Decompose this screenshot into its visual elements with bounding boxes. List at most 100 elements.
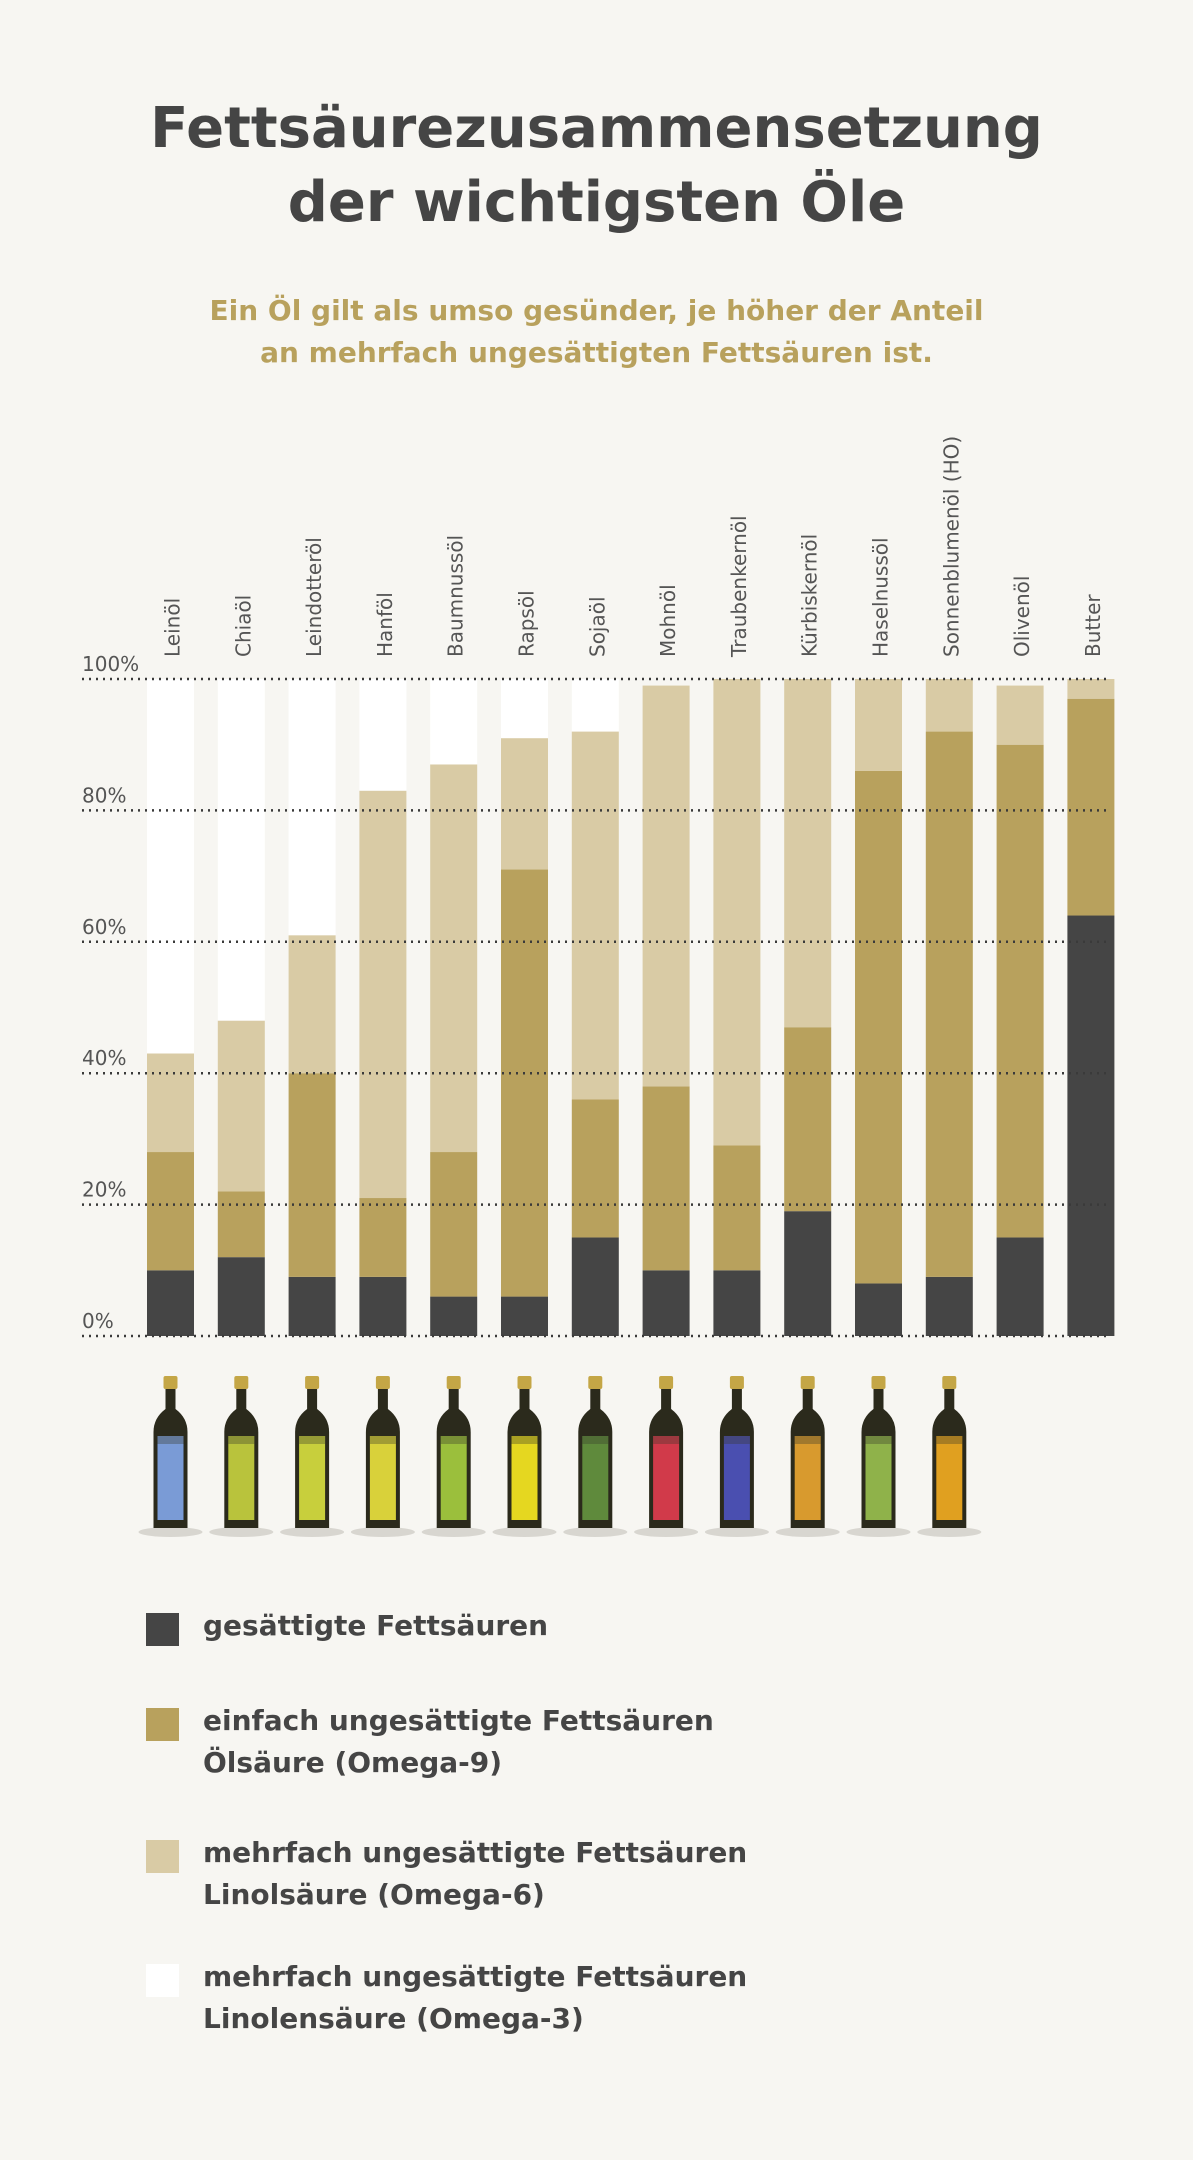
oil-bottle-icon	[350, 1376, 415, 1537]
legend-label-line-1: mehrfach ungesättigte Fettsäuren	[203, 1960, 748, 1993]
category-label: Olivenöl	[1010, 576, 1034, 657]
bar-segment-omega9	[996, 744, 1044, 1238]
title-line-1: Fettsäurezusammensetzung	[150, 96, 1043, 161]
bar-segment-omega3	[501, 679, 548, 739]
bar-segment-saturated	[925, 1276, 973, 1336]
title-line-2: der wichtigsten Öle	[287, 170, 906, 235]
category-labels: Leinöl Chiaöl Leindotteröl Hanföl Baumnussöl…	[161, 436, 1105, 658]
bar-segment-saturated	[996, 1237, 1044, 1336]
oil-bottle-icon	[775, 1376, 840, 1537]
bar-segment-saturated	[1067, 915, 1115, 1336]
bar-segment-omega6	[288, 935, 336, 1074]
chart-title: Fettsäurezusammensetzung der wichtigsten…	[0, 92, 1193, 240]
bars-layer	[147, 679, 1115, 1336]
bar-segment-saturated	[217, 1257, 265, 1336]
bar-segment-omega3	[430, 679, 478, 765]
category-label: Sonnenblumenöl (HO)	[939, 436, 963, 657]
bar-segment-omega6	[784, 679, 832, 1028]
legend-swatch	[146, 1840, 179, 1873]
category-label: Sojaöl	[585, 596, 609, 657]
bar-segment-omega3	[288, 679, 336, 936]
y-tick-label: 80%	[82, 783, 126, 807]
y-tick-label: 20%	[82, 1178, 126, 1202]
subtitle-line-1: Ein Öl gilt als umso gesünder, je höher …	[209, 294, 984, 327]
bar-segment-omega9	[855, 770, 902, 1284]
bar-segment-omega9	[430, 1152, 478, 1297]
bar-segment-saturated	[147, 1270, 194, 1336]
category-label: Leindotteröl	[302, 537, 326, 657]
bar-segment-omega9	[147, 1152, 194, 1271]
category-label: Haselnussöl	[869, 537, 893, 657]
category-label: Hanföl	[373, 592, 397, 657]
bar-segment-saturated	[855, 1283, 902, 1336]
bar-segment-saturated	[430, 1296, 478, 1336]
legend-swatch	[146, 1613, 179, 1646]
bottles-layer	[138, 1376, 982, 1537]
oil-bottle-icon	[280, 1376, 345, 1537]
bar-segment-omega9	[359, 1198, 407, 1277]
legend-label: gesättigte Fettsäuren	[203, 1605, 803, 1647]
chart-subtitle: Ein Öl gilt als umso gesünder, je höher …	[0, 290, 1193, 374]
oil-bottle-icon	[492, 1376, 557, 1537]
bar-segment-omega6	[925, 679, 973, 732]
legend-label-line-1: einfach ungesättigte Fettsäuren	[203, 1704, 714, 1737]
subtitle-line-2: an mehrfach ungesättigten Fettsäuren ist…	[260, 336, 933, 369]
y-tick-label: 40%	[82, 1046, 126, 1070]
legend-label: mehrfach ungesättigte Fettsäuren Linolsäu…	[203, 1832, 803, 1916]
bar-segment-omega9	[288, 1073, 336, 1277]
bar-segment-omega9	[501, 869, 548, 1297]
bar-segment-omega9	[1067, 698, 1115, 916]
category-label: Baumnussöl	[444, 535, 468, 657]
bar-segment-omega6	[430, 764, 478, 1153]
legend-label-line-2: Linolsäure (Omega-6)	[203, 1878, 545, 1911]
bar-segment-saturated	[642, 1270, 690, 1336]
oil-bottle-icon	[138, 1376, 203, 1537]
stacked-bar-chart: 0% 20% 40% 60% 80% 100% Leinöl Chiaöl Leindotte…	[82, 436, 1115, 1537]
bar-segment-omega6	[996, 685, 1044, 745]
oil-bottle-icon	[563, 1376, 628, 1537]
legend-label-line-1: mehrfach ungesättigte Fettsäuren	[203, 1836, 748, 1869]
bar-segment-omega9	[925, 731, 973, 1277]
bar-segment-saturated	[501, 1296, 548, 1336]
oil-bottle-icon	[634, 1376, 699, 1537]
bar-segment-omega3	[217, 679, 265, 1021]
bar-segment-omega9	[784, 1027, 832, 1212]
y-tick-labels: 0% 20% 40% 60% 80% 100%	[82, 652, 139, 1333]
legend-swatch	[146, 1964, 179, 1997]
bar-segment-omega6	[217, 1020, 265, 1192]
bar-segment-omega9	[217, 1191, 265, 1258]
category-label: Chiaöl	[231, 595, 255, 657]
oil-bottle-icon	[209, 1376, 274, 1537]
bar-segment-omega3	[359, 679, 407, 791]
bar-segment-omega6	[642, 685, 690, 1087]
bar-segment-saturated	[713, 1270, 761, 1336]
bar-segment-omega6	[1067, 679, 1115, 699]
bar-segment-omega6	[359, 790, 407, 1199]
y-tick-label: 100%	[82, 652, 139, 676]
legend-swatch	[146, 1708, 179, 1741]
category-label: Leinöl	[161, 598, 185, 657]
y-tick-label: 0%	[82, 1309, 114, 1333]
category-label: Butter	[1081, 594, 1105, 657]
category-label: Mohnöl	[656, 584, 680, 657]
bar-segment-omega6	[501, 738, 548, 870]
bar-segment-omega6	[147, 1053, 194, 1153]
bar-segment-omega9	[642, 1086, 690, 1271]
bar-segment-omega6	[571, 731, 619, 1100]
legend-label-line-2: Ölsäure (Omega-9)	[203, 1746, 503, 1779]
category-label: Kürbiskernöl	[798, 534, 822, 657]
oil-bottle-icon	[846, 1376, 911, 1537]
category-label: Traubenkernöl	[727, 515, 751, 658]
bar-segment-omega6	[855, 679, 902, 771]
bar-segment-saturated	[571, 1237, 619, 1336]
bar-segment-saturated	[359, 1276, 407, 1336]
bar-segment-saturated	[288, 1276, 336, 1336]
legend-label-line-2: Linolensäure (Omega-3)	[203, 2002, 584, 2035]
oil-bottle-icon	[704, 1376, 769, 1537]
bar-segment-omega3	[571, 679, 619, 732]
legend-label: mehrfach ungesättigte Fettsäuren Linolens…	[203, 1956, 803, 2040]
legend-label: einfach ungesättigte Fettsäuren Ölsäure (…	[203, 1700, 803, 1784]
oil-bottle-icon	[917, 1376, 982, 1537]
legend-label-line-1: gesättigte Fettsäuren	[203, 1609, 549, 1642]
bar-segment-omega9	[713, 1145, 761, 1271]
